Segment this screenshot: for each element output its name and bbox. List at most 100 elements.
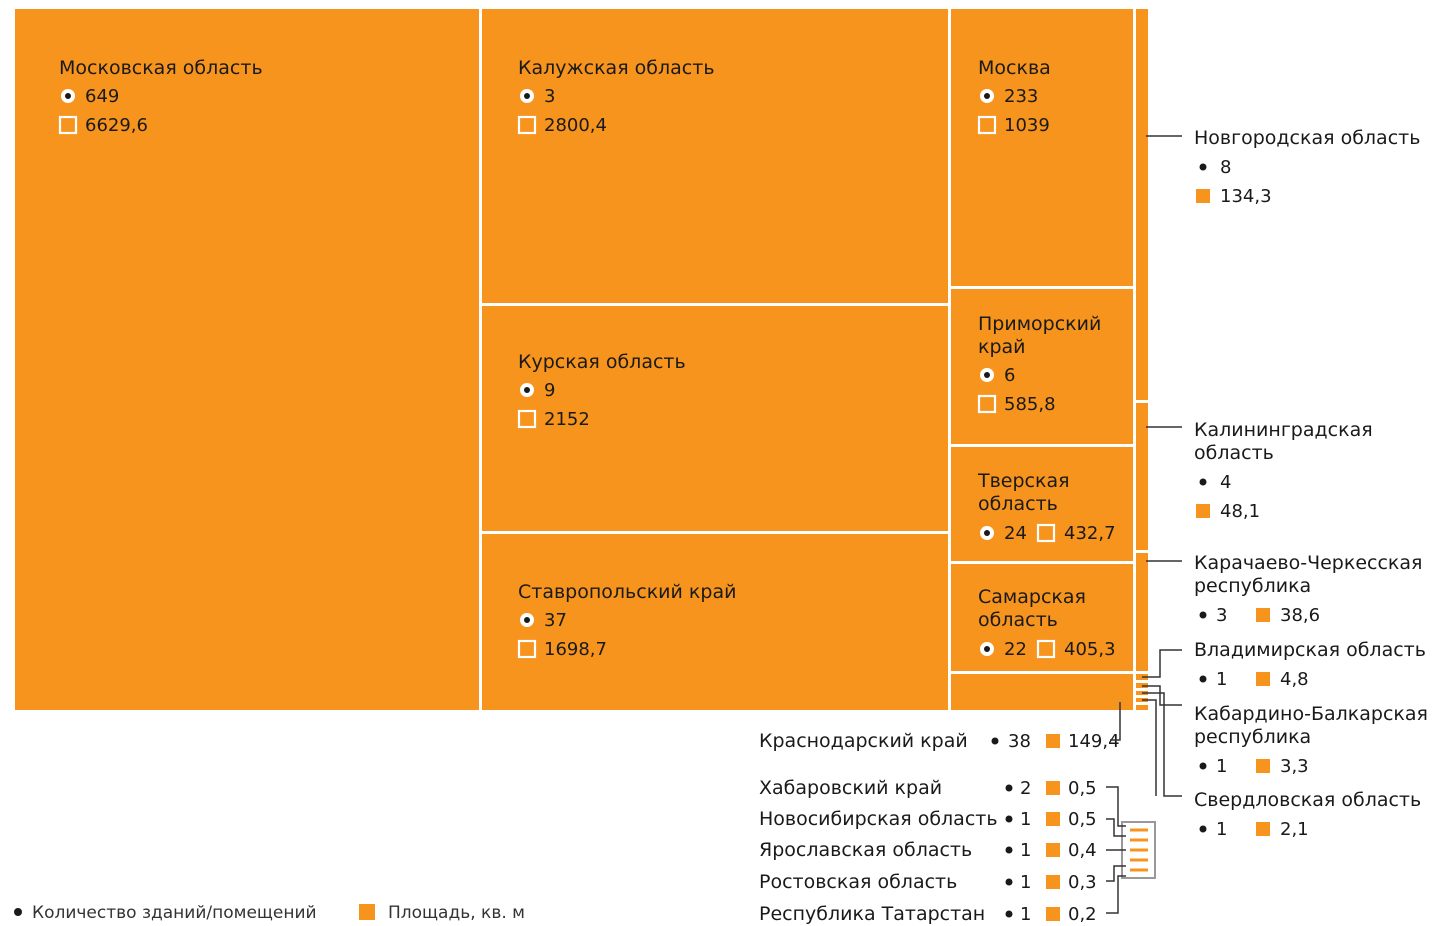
- region-name-19: Республика Татарстан: [759, 903, 985, 925]
- tile-5: [949, 287, 1135, 446]
- region-count-4: 233: [1004, 86, 1038, 107]
- tile-1: [480, 7, 950, 305]
- legend: Количество зданий/помещений Площадь, кв. …: [14, 903, 525, 923]
- region-count-10: 4: [1220, 472, 1231, 493]
- region-name-5: Приморский: [978, 313, 1101, 335]
- region-1-area-marker: [517, 115, 537, 135]
- leader-line-12: [1106, 875, 1126, 914]
- region-name-15: Хабаровский край: [759, 777, 942, 799]
- region-count-11: 3: [1216, 605, 1227, 626]
- region-name-14: Свердловская область: [1194, 789, 1421, 811]
- tile-10: [1134, 401, 1150, 552]
- region-11-area-marker: [1256, 608, 1270, 622]
- region-name-0: Московская область: [59, 57, 263, 79]
- region-name-10: область: [1194, 442, 1274, 464]
- region-5-area-marker: [977, 394, 997, 414]
- region-area-0: 6629,6: [85, 115, 148, 136]
- leader-line-3: [1142, 649, 1182, 678]
- region-name-4: Москва: [978, 57, 1051, 79]
- leader-line-8: [1106, 786, 1126, 827]
- region-16-area-marker: [1046, 812, 1060, 826]
- leader-line-7: [1110, 702, 1121, 741]
- tile-6: [949, 445, 1135, 563]
- region-name-16: Новосибирская область: [759, 808, 998, 830]
- tile-16: [1134, 703, 1150, 712]
- region-count-18: 1: [1020, 872, 1031, 893]
- tile-2: [480, 304, 950, 533]
- region-18-count-marker: [1005, 878, 1013, 886]
- region-8-area-marker: [1046, 734, 1060, 748]
- region-count-17: 1: [1020, 840, 1031, 861]
- region-19-count-marker: [1005, 910, 1013, 918]
- legend-area-label: Площадь, кв. м: [388, 903, 525, 923]
- region-name-10: Калининградская: [1194, 419, 1373, 441]
- region-area-15: 0,5: [1068, 778, 1097, 799]
- treemap-labels: Московская область 649 6629,6 Калужская обл…: [58, 57, 1428, 925]
- region-count-8: 38: [1008, 731, 1031, 752]
- region-name-1: Калужская область: [518, 57, 715, 79]
- region-9-count-marker: [1199, 163, 1207, 171]
- region-name-12: Владимирская область: [1194, 639, 1426, 661]
- region-2-area-marker: [517, 409, 537, 429]
- region-name-9: Новгородская область: [1194, 127, 1420, 149]
- region-count-7: 22: [1004, 639, 1027, 660]
- region-count-0: 649: [85, 86, 119, 107]
- region-name-2: Курская область: [518, 351, 686, 373]
- region-7-area-marker: [1036, 639, 1056, 659]
- region-area-13: 3,3: [1280, 756, 1309, 777]
- leader-lines: [1106, 135, 1182, 914]
- region-14-area-marker: [1256, 822, 1270, 836]
- region-area-3: 1698,7: [544, 639, 607, 660]
- tile-9: [1134, 7, 1150, 402]
- region-area-7: 405,3: [1064, 639, 1116, 660]
- region-3-area-marker: [517, 639, 537, 659]
- region-name-13: Кабардино-Балкарская: [1194, 703, 1428, 725]
- region-name-3: Ставропольский край: [518, 581, 736, 603]
- region-area-9: 134,3: [1220, 186, 1272, 207]
- tile-3: [480, 532, 950, 712]
- region-name-6: Тверская: [977, 470, 1070, 492]
- region-count-1: 3: [544, 86, 555, 107]
- legend-count-label: Количество зданий/помещений: [32, 903, 317, 923]
- tile-0: [13, 7, 481, 712]
- region-13-area-marker: [1256, 759, 1270, 773]
- region-name-13: республика: [1194, 726, 1311, 748]
- region-name-18: Ростовская область: [759, 871, 957, 893]
- region-name-7: Самарская: [978, 586, 1086, 608]
- region-area-2: 2152: [544, 409, 590, 430]
- region-count-9: 8: [1220, 157, 1231, 178]
- leader-line-9: [1106, 818, 1126, 837]
- region-name-6: область: [978, 493, 1058, 515]
- region-area-16: 0,5: [1068, 809, 1097, 830]
- legend-count-marker: [14, 908, 22, 916]
- leader-line-4: [1142, 685, 1182, 706]
- region-count-16: 1: [1020, 809, 1031, 830]
- region-count-13: 1: [1216, 756, 1227, 777]
- region-area-8: 149,4: [1068, 731, 1120, 752]
- region-area-17: 0,4: [1068, 840, 1097, 861]
- region-name-7: область: [978, 609, 1058, 631]
- leader-line-6: [1142, 699, 1157, 796]
- legend-area-marker: [359, 904, 375, 920]
- region-area-11: 38,6: [1280, 605, 1320, 626]
- region-area-18: 0,3: [1068, 872, 1097, 893]
- region-area-4: 1039: [1004, 115, 1050, 136]
- region-0-area-marker: [58, 115, 78, 135]
- region-count-15: 2: [1020, 778, 1031, 799]
- region-area-5: 585,8: [1004, 394, 1056, 415]
- region-count-19: 1: [1020, 904, 1031, 925]
- region-area-6: 432,7: [1064, 523, 1116, 544]
- region-count-3: 37: [544, 610, 567, 631]
- region-10-count-marker: [1199, 478, 1207, 486]
- region-name-11: Карачаево-Черкесская: [1194, 552, 1422, 574]
- region-17-area-marker: [1046, 843, 1060, 857]
- tile-11: [1134, 551, 1150, 673]
- region-13-count-marker: [1199, 762, 1207, 770]
- region-6-area-marker: [1036, 523, 1056, 543]
- region-area-1: 2800,4: [544, 115, 607, 136]
- region-15-area-marker: [1046, 781, 1060, 795]
- region-count-12: 1: [1216, 669, 1227, 690]
- region-19-area-marker: [1046, 907, 1060, 921]
- region-count-5: 6: [1004, 365, 1015, 386]
